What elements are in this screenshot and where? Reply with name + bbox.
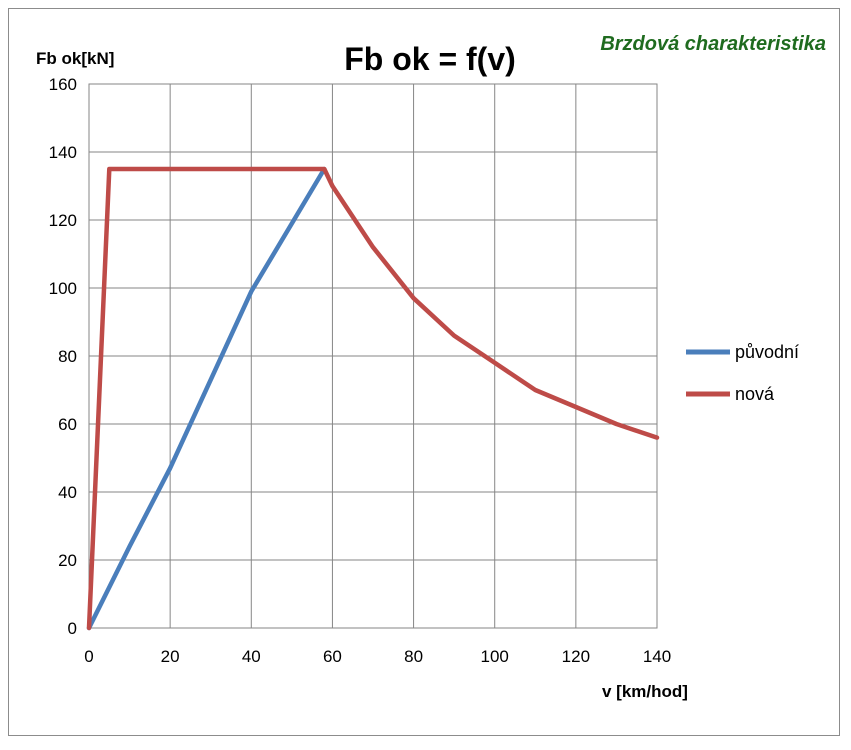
plot-area: [88, 83, 658, 629]
x-axis-label: v [km/hod]: [602, 682, 688, 701]
x-tick-label: 140: [643, 647, 671, 666]
x-tick-label: 80: [404, 647, 423, 666]
y-tick-label: 80: [58, 347, 77, 366]
legend-label-puvodni: původní: [735, 342, 799, 362]
x-tick-label: 120: [562, 647, 590, 666]
x-axis-ticks: 0 20 40 60 80 100 120 140: [84, 647, 671, 666]
y-tick-label: 140: [49, 143, 77, 162]
legend: původní nová: [686, 342, 799, 404]
grid: [88, 83, 658, 629]
y-tick-label: 0: [68, 619, 77, 638]
chart-frame: [8, 8, 840, 736]
y-tick-label: 20: [58, 551, 77, 570]
series-line-puvodni: [86, 166, 327, 631]
y-axis-ticks: 0 20 40 60 80 100 120 140 160: [49, 75, 77, 638]
series-line-nova: [86, 166, 660, 631]
legend-label-nova: nová: [735, 384, 775, 404]
x-tick-label: 0: [84, 647, 93, 666]
y-tick-label: 60: [58, 415, 77, 434]
x-tick-label: 60: [323, 647, 342, 666]
y-tick-label: 40: [58, 483, 77, 502]
chart-subtitle: Brzdová charakteristika: [600, 33, 826, 55]
y-tick-label: 100: [49, 279, 77, 298]
y-axis-label: Fb ok[kN]: [36, 49, 114, 68]
x-tick-label: 100: [481, 647, 509, 666]
y-tick-label: 160: [49, 75, 77, 94]
y-tick-label: 120: [49, 211, 77, 230]
series-group: [86, 166, 660, 631]
x-tick-label: 20: [161, 647, 180, 666]
chart-title: Fb ok = f(v): [344, 41, 516, 77]
x-tick-label: 40: [242, 647, 261, 666]
